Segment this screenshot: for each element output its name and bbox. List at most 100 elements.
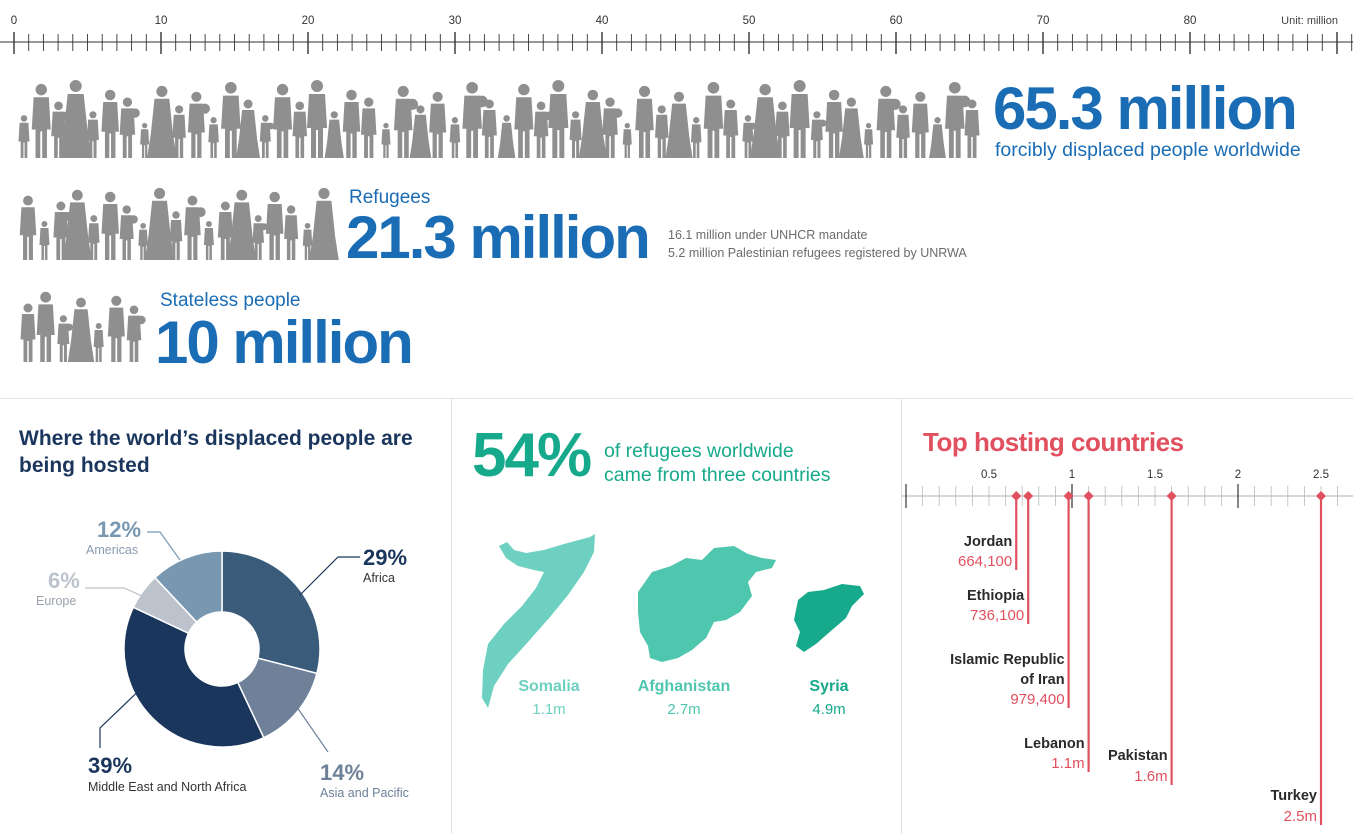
person-icon	[654, 105, 669, 158]
person-icon	[20, 303, 36, 362]
donut-category-label: Americas	[86, 543, 138, 557]
hosting-tick-label: 2.5	[1313, 469, 1329, 481]
person-icon	[126, 305, 146, 362]
person-icon	[635, 85, 654, 158]
person-icon	[449, 117, 461, 158]
donut-percent-label: 14%	[320, 760, 364, 785]
scale-tick-label: 30	[449, 15, 462, 27]
person-icon	[665, 91, 693, 158]
person-icon	[876, 85, 901, 158]
person-icon	[911, 91, 929, 158]
person-icon	[723, 99, 739, 158]
scale-tick-label: 40	[596, 15, 609, 27]
hosting-country-value: 664,100	[958, 553, 1012, 570]
donut-percent-label: 39%	[88, 753, 132, 778]
origin-headline-value: 54%	[472, 421, 592, 490]
person-icon	[964, 99, 980, 158]
person-icon	[690, 117, 702, 158]
people-row-total	[18, 80, 980, 158]
person-icon	[39, 221, 50, 260]
person-icon	[945, 81, 971, 158]
person-icon	[703, 81, 724, 158]
person-icon	[208, 117, 219, 158]
donut-category-label: Asia and Pacific	[320, 786, 409, 800]
hosting-marker	[1023, 491, 1034, 501]
hosting-country-name: Jordan	[964, 534, 1012, 550]
total-value: 65.3 million	[993, 75, 1298, 142]
hosting-marker	[1011, 491, 1022, 501]
person-icon	[342, 89, 361, 158]
somalia-map-icon	[482, 534, 595, 708]
total-desc: forcibly displaced people worldwide	[995, 139, 1301, 161]
donut-leader-line	[291, 699, 329, 753]
person-icon	[259, 115, 275, 158]
donut-leader-line	[299, 556, 360, 596]
hosting-country-name: Ethiopia	[967, 588, 1025, 604]
person-icon	[140, 122, 150, 158]
person-icon	[88, 215, 100, 260]
hosting-tick-label: 1	[1069, 469, 1075, 481]
scale-tick-label: 0	[11, 15, 17, 27]
person-icon	[409, 105, 432, 158]
hosting-tick-label: 2	[1235, 469, 1241, 481]
person-icon	[929, 117, 946, 158]
hosting-country-name: of Iran	[1020, 672, 1064, 688]
country-somalia-value: 1.1m	[532, 701, 566, 718]
hosting-country-value: 736,100	[970, 607, 1024, 624]
hosting-tick-label: 1.5	[1147, 469, 1163, 481]
country-syria-name: Syria	[809, 678, 849, 695]
country-afghanistan-value: 2.7m	[667, 701, 701, 718]
person-icon	[825, 89, 843, 158]
scale-tick-label: 50	[743, 15, 756, 27]
donut-chart: 29%Africa 14%Asia and Pacific 39% Middle Ea…	[36, 517, 409, 800]
person-icon	[462, 81, 488, 158]
refugees-note-2: 5.2 million Palestinian refugees registe…	[668, 246, 967, 260]
section-divider	[0, 398, 1353, 399]
column-divider-1	[451, 399, 452, 834]
person-icon	[896, 105, 910, 158]
donut-slice-africa	[221, 550, 321, 675]
person-icon	[533, 101, 553, 158]
person-icon	[302, 222, 313, 260]
donut-category-label: Middle East and North Africa	[88, 780, 246, 794]
top-scale: 0 10 20 30 40 50 60 70 80 Unit: million	[0, 15, 1353, 54]
person-icon	[393, 85, 418, 158]
people-row-stateless	[20, 291, 146, 362]
person-icon	[749, 83, 781, 158]
person-icon	[31, 83, 51, 158]
person-icon	[187, 91, 210, 158]
person-icon	[59, 80, 92, 158]
origin-headline-text-2: came from three countries	[604, 464, 831, 486]
donut-category-label: Africa	[363, 571, 395, 585]
person-icon	[360, 97, 377, 158]
person-icon	[514, 83, 534, 158]
donut-slice-americas	[153, 550, 223, 624]
hosting-country-name: Islamic Republic	[950, 652, 1064, 668]
person-icon	[144, 187, 175, 260]
person-icon	[309, 187, 339, 260]
person-icon	[569, 111, 582, 158]
scale-tick-label: 70	[1037, 15, 1050, 27]
person-icon	[838, 97, 864, 158]
person-icon	[497, 115, 516, 158]
person-icon	[622, 122, 632, 158]
scale-tick-label: 20	[302, 15, 315, 27]
person-icon	[57, 315, 73, 362]
person-icon	[381, 122, 391, 158]
person-icon	[101, 89, 119, 158]
hosting-tick-label: 0.5	[981, 469, 997, 481]
person-icon	[62, 189, 92, 260]
person-icon	[292, 101, 308, 158]
hosting-country-value: 979,400	[1010, 691, 1064, 708]
person-icon	[93, 323, 104, 362]
person-icon	[864, 122, 874, 158]
person-icon	[789, 80, 810, 158]
donut-leader-line	[99, 679, 151, 748]
scale-tick-label: 80	[1184, 15, 1197, 27]
person-icon	[18, 115, 30, 158]
person-icon	[86, 111, 99, 158]
hosting-title: Top hosting countries	[923, 427, 1184, 457]
person-icon	[138, 222, 148, 260]
person-icon	[548, 80, 569, 158]
person-icon	[184, 195, 206, 260]
